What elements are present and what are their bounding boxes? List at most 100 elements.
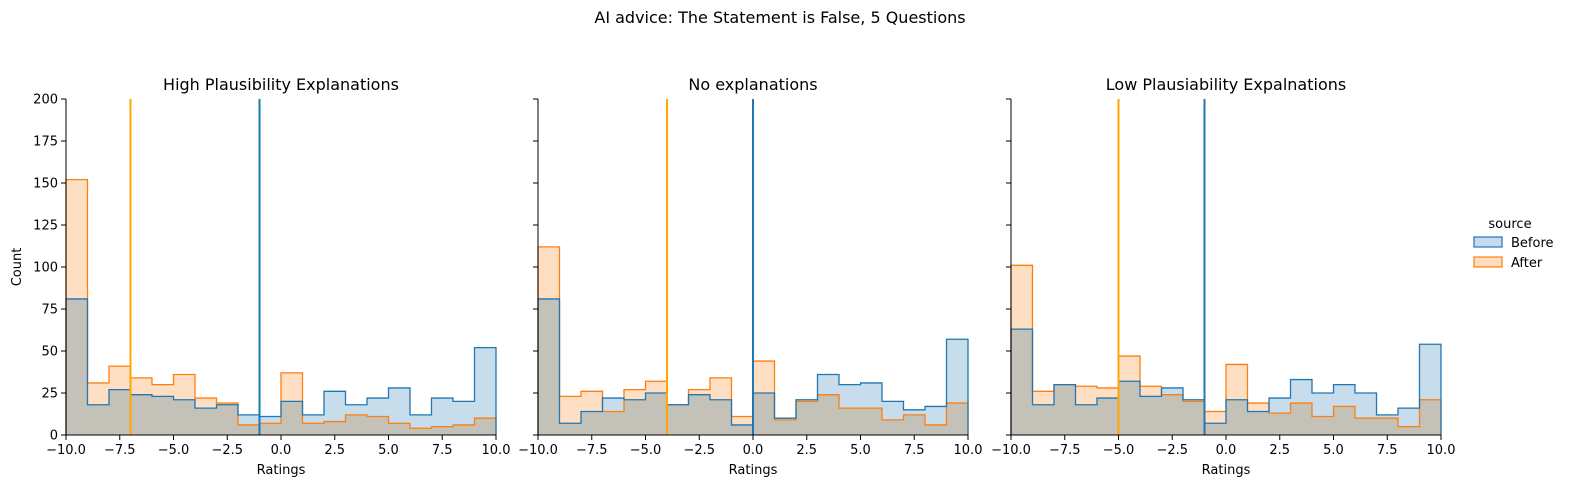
x-axis-label: Ratings [257, 463, 306, 478]
x-tick-label: −7.5 [104, 443, 136, 458]
overlap-bar [324, 421, 346, 435]
legend-title: source [1488, 217, 1531, 232]
x-tick-label: 2.5 [1269, 443, 1290, 458]
before-bar [1376, 414, 1398, 419]
before-bar [345, 404, 367, 415]
before-bar [796, 399, 818, 402]
x-tick-label: 10.0 [1427, 443, 1456, 458]
panel-title: Low Plausiability Expalnations [1106, 75, 1346, 94]
after-bar [1140, 386, 1162, 397]
overlap-bar [388, 423, 410, 435]
y-tick-label: 50 [41, 345, 58, 360]
y-tick-label: 175 [33, 135, 58, 150]
after-bar [753, 361, 775, 393]
before-bar [946, 339, 968, 404]
overlap-bar [1247, 411, 1269, 435]
y-axis-label: Count [10, 248, 25, 287]
overlap-bar [796, 401, 818, 435]
before-bar [1269, 398, 1291, 414]
before-bar [388, 387, 410, 424]
overlap-bar [624, 399, 646, 435]
after-bar [1247, 403, 1269, 412]
after-bar [1118, 356, 1140, 382]
overlap-bar [1333, 406, 1355, 435]
before-bar [259, 416, 281, 424]
legend-swatch [1473, 236, 1503, 248]
overlap-bar [453, 424, 475, 435]
overlap-bar [602, 411, 624, 435]
overlap-bar [667, 404, 689, 435]
after-bar [1097, 387, 1119, 399]
after-bar [538, 246, 560, 299]
x-tick-label: 5.0 [378, 443, 399, 458]
overlap-bar [1204, 423, 1226, 435]
y-tick-label: 200 [33, 93, 58, 108]
x-tick-label: 0.0 [271, 443, 292, 458]
before-bar [1355, 393, 1377, 419]
overlap-bar [431, 426, 453, 435]
overlap-bar [152, 396, 174, 435]
before-step-line [1010, 328, 1442, 435]
overlap-bar [259, 423, 281, 435]
overlap-bar [1312, 416, 1334, 435]
x-tick-label: −2.5 [1156, 443, 1188, 458]
after-bar [130, 377, 152, 395]
y-tick-label: 0 [50, 429, 58, 444]
legend-label: After [1511, 256, 1543, 271]
overlap-bar [1032, 404, 1054, 435]
before-bar [1183, 399, 1205, 402]
overlap-bar [216, 404, 238, 435]
overlap-bar [173, 399, 195, 435]
figure-title: AI advice: The Statement is False, 5 Que… [594, 8, 965, 27]
overlap-bar [925, 424, 947, 435]
overlap-bar [367, 416, 389, 435]
after-bar [281, 372, 303, 402]
overlap-bar [238, 424, 260, 435]
panel-3: −10.0 −7.5 −5.0 −2.5 0.0 2.5 5.0 7.5 10.0 Ratings… [991, 75, 1455, 478]
after-bar [1032, 391, 1054, 405]
x-tick-label: −7.5 [576, 443, 608, 458]
overlap-bar [538, 298, 560, 435]
after-bar [66, 179, 88, 299]
after-bar [173, 374, 195, 400]
after-bar [109, 366, 131, 390]
overlap-bar [817, 394, 839, 435]
panel-title: High Plausibility Explanations [163, 75, 399, 94]
after-bar [195, 398, 217, 409]
overlap-bar [1183, 401, 1205, 435]
before-bar [238, 414, 260, 425]
before-bar [860, 382, 882, 409]
y-tick-label: 150 [33, 177, 58, 192]
x-tick-label: −5.0 [158, 443, 190, 458]
before-bar [882, 401, 904, 420]
x-tick-label: −10.0 [991, 443, 1031, 458]
before-bar [431, 398, 453, 427]
overlap-bar [66, 298, 88, 435]
panel-2: −10.0 −7.5 −5.0 −2.5 0.0 2.5 5.0 7.5 10.0 Ratings… [518, 75, 982, 478]
x-tick-label: 7.5 [432, 443, 453, 458]
y-tick-label: 25 [41, 387, 58, 402]
overlap-bar [774, 419, 796, 435]
x-tick-label: 2.5 [324, 443, 345, 458]
panels: −10.0 −7.5 −5.0 −2.5 0.0 2.5 5.0 7.5 10.0 0 25 50 75… [10, 75, 1455, 478]
before-bar [903, 409, 925, 415]
after-bar [581, 391, 603, 412]
before-bar [474, 347, 496, 419]
x-tick-label: 0.0 [1216, 443, 1237, 458]
y-tick-label: 125 [33, 219, 58, 234]
overlap-bar [946, 403, 968, 435]
overlap-bar [1398, 426, 1420, 435]
overlap-bar [87, 404, 109, 435]
after-bar [1011, 265, 1033, 330]
overlap-bar [410, 428, 432, 435]
before-bar [302, 414, 324, 424]
before-bar [1333, 384, 1355, 407]
before-bar [1290, 379, 1312, 404]
overlap-bar [882, 419, 904, 435]
overlap-bar [731, 424, 753, 435]
panel-title: No explanations [688, 75, 817, 94]
after-bar [152, 384, 174, 397]
overlap-bar [860, 408, 882, 435]
y-tick-label: 100 [33, 261, 58, 276]
